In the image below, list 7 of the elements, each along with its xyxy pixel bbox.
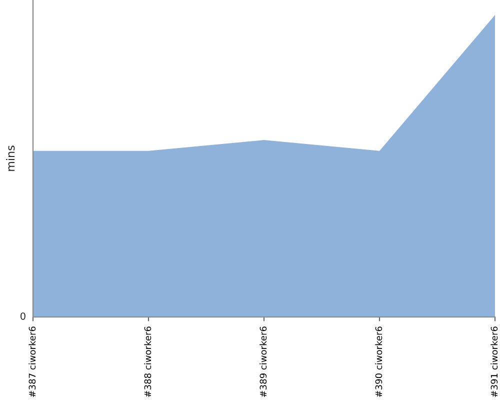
text: 0	[20, 312, 26, 320]
x-tick-label: #389 ciworker6	[260, 326, 267, 397]
x-tick-label: #391 ciworker6	[490, 326, 498, 397]
x-tick-label: #390 ciworker6	[375, 326, 382, 397]
y-axis-title: mins	[6, 146, 15, 171]
x-tick-label: #387 ciworker6	[28, 326, 36, 397]
x-tick-label: #388 ciworker6	[144, 326, 152, 397]
